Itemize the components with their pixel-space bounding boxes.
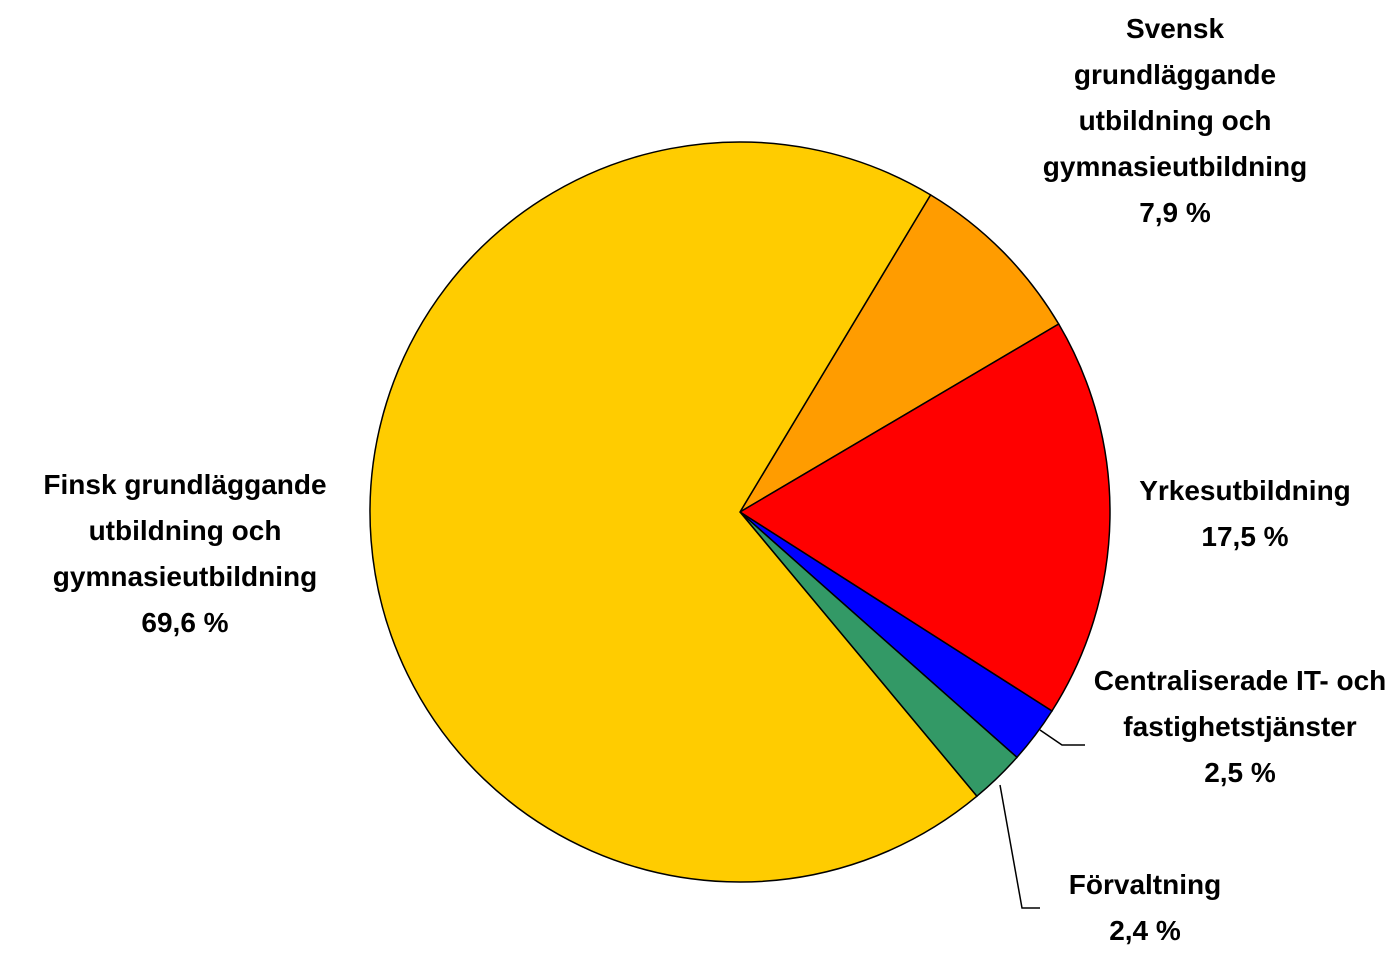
slice-name: Finsk grundläggande utbildning och gymna… xyxy=(43,469,327,592)
slice-value: 69,6 % xyxy=(141,607,229,638)
pie-slice xyxy=(369,141,978,883)
slice-value: 7,9 % xyxy=(1139,197,1211,228)
slice-label: Yrkesutbildning 17,5 % xyxy=(1095,468,1394,560)
pie-slice xyxy=(739,193,1060,513)
slice-name: Centraliserade IT- och fastighetstjänste… xyxy=(1093,665,1387,742)
slice-label: Förvaltning 2,4 % xyxy=(995,862,1295,954)
pie-slice xyxy=(738,323,1111,713)
slice-value: 17,5 % xyxy=(1201,521,1289,552)
slice-name: Yrkesutbildning xyxy=(1139,475,1351,506)
leader-line xyxy=(999,784,1040,909)
slice-label: Centraliserade IT- och fastighetstjänste… xyxy=(1090,658,1390,796)
slice-value: 2,4 % xyxy=(1109,915,1181,946)
slice-value: 2,5 % xyxy=(1204,757,1276,788)
slice-label: Finsk grundläggande utbildning och gymna… xyxy=(35,462,335,646)
slice-name: Förvaltning xyxy=(1068,869,1222,900)
slice-label: Svensk grundläggande utbildning och gymn… xyxy=(1025,6,1325,236)
slice-name: Svensk grundläggande utbildning och gymn… xyxy=(1042,13,1308,182)
leader-line xyxy=(1039,729,1085,746)
